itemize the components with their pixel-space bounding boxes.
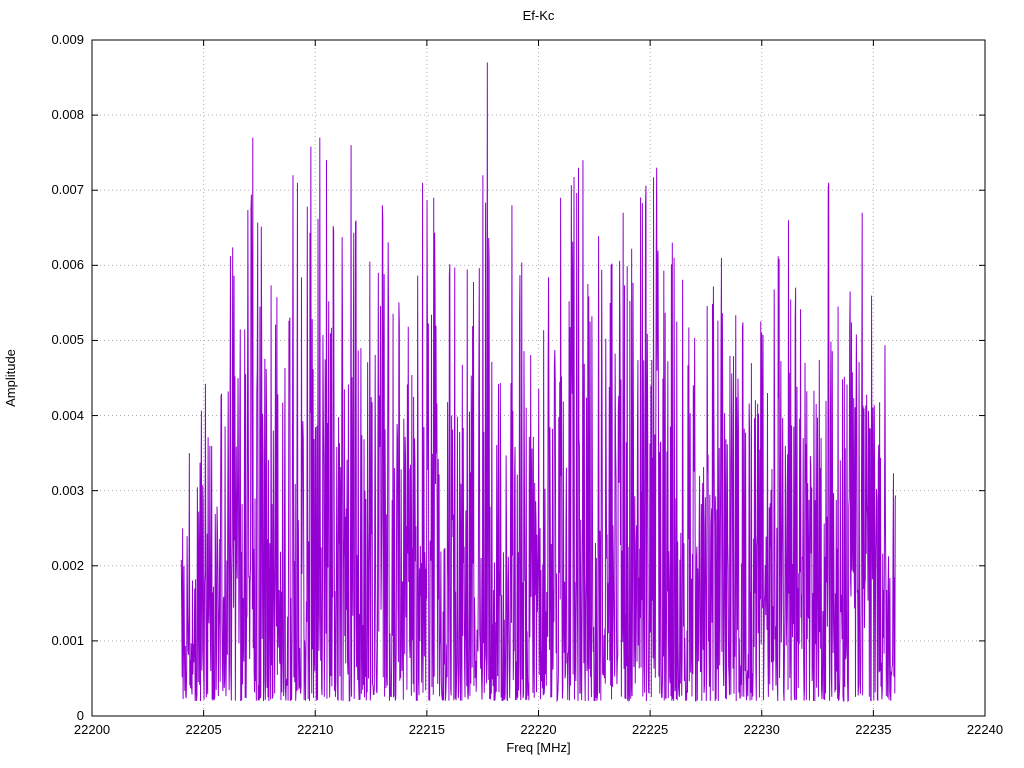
y-tick-label: 0.001 bbox=[51, 632, 84, 648]
y-tick-label: 0.005 bbox=[51, 332, 84, 348]
y-tick-label: 0.004 bbox=[51, 407, 84, 423]
x-tick-label: 22205 bbox=[185, 722, 222, 737]
y-tick-label: 0.008 bbox=[51, 107, 84, 123]
x-axis-label: Freq [MHz] bbox=[506, 740, 571, 755]
y-tick-label: 0.007 bbox=[51, 182, 84, 198]
x-tick-label: 22200 bbox=[73, 722, 111, 737]
y-tick-label: 0.003 bbox=[51, 482, 84, 498]
x-tick-label: 22225 bbox=[632, 722, 669, 737]
y-tick-label: 0.009 bbox=[51, 32, 84, 47]
chart-title: Ef-Kc bbox=[522, 8, 555, 23]
x-tick-label: 22240 bbox=[966, 722, 1004, 737]
y-tick-label: 0 bbox=[76, 708, 84, 723]
x-tick-label: 22215 bbox=[408, 722, 445, 737]
y-tick-label: 0.006 bbox=[51, 257, 84, 273]
x-tick-label: 22235 bbox=[855, 722, 892, 737]
series-line bbox=[180, 62, 897, 703]
x-tick-label: 22220 bbox=[520, 722, 557, 737]
y-tick-label: 0.002 bbox=[51, 557, 84, 573]
x-tick-label: 22210 bbox=[297, 722, 334, 737]
plot-border bbox=[91, 39, 986, 717]
x-tick-label: 22230 bbox=[743, 722, 780, 737]
